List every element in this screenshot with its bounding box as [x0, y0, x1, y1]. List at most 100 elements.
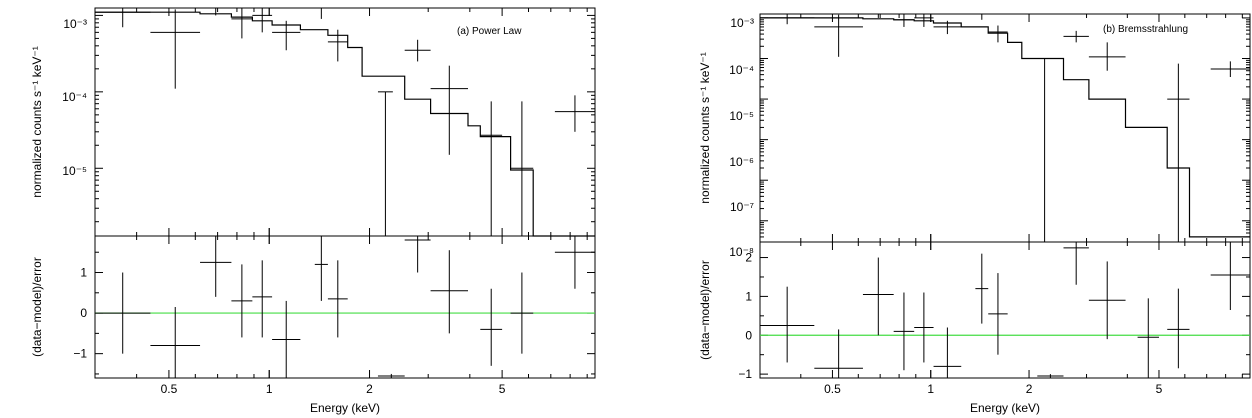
data-point: [150, 9, 201, 89]
panel-b-bottom-ticks: −1 0 1 2: [738, 242, 1250, 381]
panel-a-annotation: (a) Power Law: [457, 26, 522, 37]
data-point: [377, 91, 393, 236]
panel-b-xtick-labels: 0.5 1 2 5: [824, 382, 1163, 396]
data-point: [975, 13, 989, 20]
x-tick-label: 2: [1026, 382, 1033, 396]
residual-point: [430, 250, 469, 334]
data-point: [760, 14, 815, 25]
residual-point: [377, 373, 405, 378]
x-tick-label: 0.5: [824, 382, 841, 396]
panel-b: (b) Bremsstrahlung 10⁻³ 10⁻⁴ 10⁻⁵ 10⁻⁶ 1…: [698, 13, 1251, 415]
data-point: [862, 13, 894, 18]
panel-a-top: (a) Power Law 10⁻³ 10⁻⁴ 10⁻⁵: [62, 7, 596, 237]
residual-point: [1063, 242, 1089, 285]
panel-a-bottom-ylabel: (data−model)/error: [30, 257, 44, 357]
residual-point: [314, 236, 328, 301]
residual-point: [1137, 298, 1159, 378]
panel-a-top-ticks: [94, 8, 595, 236]
data-point: [252, 8, 273, 33]
x-tick-label: 5: [1156, 382, 1163, 396]
model-step-line: [95, 11, 595, 237]
x-tick-label: 5: [499, 382, 506, 396]
residual-point: [95, 272, 151, 354]
residual-point: [554, 236, 595, 289]
residual-point: [404, 236, 431, 273]
panel-b-top-ylabel: normalized counts s⁻¹ keV⁻¹: [698, 52, 712, 203]
panel-a-residual-points: [95, 236, 595, 378]
panel-b-ytick-label: 10⁻⁵: [729, 109, 754, 123]
panel-a-ytick-label: 10⁻⁵: [62, 164, 87, 178]
residual-point: [150, 307, 201, 378]
data-point: [814, 14, 863, 57]
y-tick-label: 0: [745, 328, 752, 342]
y-tick-label: −1: [738, 367, 752, 381]
data-point: [200, 7, 232, 16]
panel-b-ytick-label: 10⁻³: [730, 16, 754, 30]
data-point: [314, 7, 328, 19]
residual-point: [933, 327, 962, 378]
panel-b-xlabel: Energy (keV): [970, 401, 1040, 415]
data-point: [480, 101, 503, 236]
panel-b-ytick-label: 10⁻⁷: [730, 200, 754, 214]
data-point: [95, 8, 151, 28]
residual-point: [760, 286, 815, 363]
panel-b-annotation: (b) Bremsstrahlung: [1103, 24, 1188, 35]
x-tick-label: 1: [927, 382, 934, 396]
panel-b-residual-points: [760, 242, 1250, 378]
data-point: [1037, 58, 1052, 242]
residual-point: [988, 273, 1008, 355]
panel-b-model-line: [760, 17, 1250, 238]
panel-a-top-ylabel: normalized counts s⁻¹ keV⁻¹: [30, 46, 44, 197]
residual-point: [1167, 288, 1190, 369]
panel-b-top: (b) Bremsstrahlung 10⁻³ 10⁻⁴ 10⁻⁵ 10⁻⁶ 1…: [729, 13, 1251, 259]
data-point: [988, 25, 1008, 43]
data-point: [430, 65, 469, 155]
panel-a-bottom: −1 0 1 0.5 1 2 5: [73, 235, 596, 396]
residual-point: [1088, 261, 1126, 340]
panel-b-bottom-ylabel: (data−model)/error: [698, 260, 712, 360]
model-step-line: [760, 17, 1250, 238]
y-tick-label: 1: [80, 266, 87, 280]
data-point: [893, 14, 915, 27]
residual-point: [231, 264, 253, 338]
data-point: [510, 101, 534, 236]
panel-b-data-points: [760, 13, 1250, 242]
panel-a-xtick-labels: 0.5 1 2 5: [161, 382, 506, 396]
residual-point: [1037, 374, 1064, 378]
data-point: [327, 29, 348, 62]
data-point: [404, 39, 431, 62]
residual-point: [510, 272, 534, 354]
panel-b-ytick-label: 10⁻⁸: [729, 245, 754, 259]
panel-b-bottom: −1 0 1 2 0.5 1 2 5: [738, 241, 1251, 396]
panel-b-bottom-frame: [759, 241, 1251, 379]
data-point: [272, 20, 301, 51]
residual-point: [1210, 242, 1250, 310]
panel-a-bottom-ticks: −1 0 1: [73, 236, 595, 378]
panel-a-ytick-label: 10⁻⁴: [62, 90, 87, 104]
data-point: [554, 95, 595, 132]
residual-point: [814, 329, 863, 378]
y-tick-label: 2: [745, 251, 752, 265]
panel-a-ytick-label: 10⁻³: [63, 17, 87, 31]
residual-point: [480, 288, 503, 366]
data-point: [231, 8, 253, 39]
y-tick-label: 1: [745, 289, 752, 303]
data-point: [914, 14, 934, 27]
panel-b-top-ticks: [759, 14, 1250, 243]
panel-a-bottom-frame: [94, 235, 596, 379]
residual-point: [200, 236, 232, 297]
data-point: [1210, 61, 1250, 78]
x-tick-label: 2: [366, 382, 373, 396]
data-point: [1088, 42, 1126, 71]
panel-a: (a) Power Law 10⁻³ 10⁻⁴ 10⁻⁵ −1 0 1 0.5 1 2 5…: [30, 7, 596, 415]
panel-a-data-points: [95, 7, 595, 236]
panel-a-model-line: [95, 11, 595, 237]
residual-point: [272, 300, 301, 378]
data-point: [1063, 30, 1089, 43]
residual-point: [975, 253, 989, 324]
residual-point: [327, 260, 348, 338]
x-tick-label: 1: [266, 382, 273, 396]
panel-a-xlabel: Energy (keV): [310, 401, 380, 415]
data-point: [1167, 63, 1190, 242]
x-tick-label: 0.5: [161, 382, 178, 396]
